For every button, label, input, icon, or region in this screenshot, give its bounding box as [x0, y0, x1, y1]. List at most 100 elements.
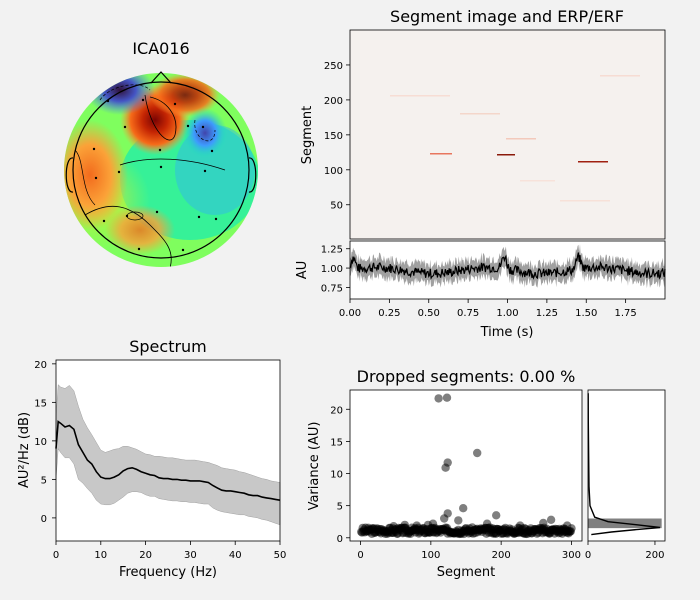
spectrum-ytick-label: 15: [34, 398, 47, 409]
spectrum-xtick-label: 0: [53, 550, 59, 561]
image-streak: [560, 200, 610, 202]
sensor-dot: [137, 247, 141, 251]
variance-panel: Dropped segments: 0.00 % 0 100 200 300 0 5 10 1…: [307, 367, 583, 580]
spectrum-axes: 0 10 20 30 40 50 0 5 10 15 20: [34, 360, 286, 561]
sensor-dot: [106, 99, 110, 103]
sensor-dot: [92, 147, 96, 151]
segment-ytick-label: 200: [324, 96, 343, 107]
left-ear: [65, 157, 74, 193]
nose: [150, 71, 172, 84]
variance-outlier: [454, 516, 463, 525]
erp-xtick-label: 1.00: [496, 308, 518, 319]
variance-ytick-label: 0: [337, 534, 343, 545]
variance-xtick-label: 100: [421, 550, 440, 561]
topomap-field: [64, 73, 258, 267]
erp-xlabel: Time (s): [480, 325, 534, 340]
erp-xtick-label: 1.50: [575, 308, 597, 319]
spectrum-panel: Spectrum 0 10 20 30 40 50 0 5 10 15 20 Frequency (…: [17, 337, 286, 580]
erp-xtick-label: 1.75: [614, 308, 636, 319]
image-streak: [506, 138, 536, 140]
spectrum-ytick-label: 5: [41, 475, 47, 486]
image-streak: [497, 154, 515, 156]
sensor-dot: [125, 214, 129, 218]
segment-ytick-label: 100: [324, 166, 343, 177]
erp-ytick-label: 1.00: [321, 264, 343, 275]
segment-image-yaxis: 50 100 150 200 250: [324, 61, 350, 212]
spectrum-xtick-label: 40: [229, 550, 242, 561]
segment-ytick-label: 150: [324, 131, 343, 142]
sensor-dot: [173, 102, 177, 106]
sensor-dot: [201, 125, 205, 129]
variance-outlier: [563, 521, 572, 530]
variance-outlier: [412, 521, 421, 530]
erp-panel: 0.00 0.25 0.50 0.75 1.00 1.25 1.50 1.75 0.75 1.00…: [295, 240, 666, 340]
spectrum-xtick-label: 50: [274, 550, 287, 561]
head-outline: [72, 81, 250, 259]
image-streak: [460, 113, 500, 115]
image-streak: [600, 75, 640, 77]
variance-points: [357, 393, 576, 539]
spectrum-xtick-label: 30: [184, 550, 197, 561]
variance-outlier: [482, 519, 492, 528]
sensor-dot: [214, 217, 218, 221]
sensor-dot: [210, 149, 214, 153]
variance-outlier: [473, 448, 482, 458]
variance-outlier: [440, 514, 449, 523]
sensor-dot: [117, 170, 121, 174]
erp-xtick-label: 1.25: [536, 308, 558, 319]
histogram-axes: 0 200: [585, 541, 665, 561]
segment-image-streaks: [390, 75, 640, 202]
histogram-xtick-label: 0: [585, 550, 591, 561]
variance-outlier: [400, 520, 409, 530]
image-streak: [430, 153, 452, 155]
sensor-dot: [181, 248, 185, 252]
spectrum-ytick-label: 0: [41, 514, 47, 525]
variance-outlier: [442, 393, 452, 402]
erp-mean-line: [349, 252, 666, 281]
erp-ytick-label: 0.75: [321, 283, 343, 294]
variance-ytick-label: 10: [330, 470, 343, 481]
spectrum-title: Spectrum: [129, 337, 207, 356]
sensor-dot: [102, 219, 106, 223]
variance-outlier: [434, 394, 443, 403]
sensor-markers: [92, 98, 218, 252]
sensor-dot: [94, 176, 98, 180]
image-streak: [520, 180, 555, 182]
erp-xtick-label: 0.25: [378, 308, 400, 319]
segment-image-ylabel: Segment: [300, 106, 315, 165]
segment-image-title: Segment image and ERP/ERF: [390, 7, 624, 26]
variance-xtick-label: 0: [357, 550, 363, 561]
sensor-dot: [203, 169, 207, 173]
sensor-dot: [155, 210, 159, 214]
erp-xtick-label: 0.50: [418, 308, 440, 319]
spectrum-ylabel: AU²/Hz (dB): [17, 412, 32, 488]
erp-axes: 0.00 0.25 0.50 0.75 1.00 1.25 1.50 1.75 0.75 1.00…: [321, 245, 637, 319]
variance-outlier: [423, 520, 433, 530]
variance-ylabel: Variance (AU): [307, 422, 322, 511]
variance-outlier: [546, 515, 556, 524]
sensor-dot: [158, 148, 162, 152]
sensor-dot: [197, 215, 201, 219]
variance-ytick-label: 15: [330, 437, 343, 448]
sensor-dot: [159, 165, 163, 169]
right-ear: [248, 157, 257, 193]
variance-outlier: [515, 521, 525, 530]
variance-axes: 0 100 200 300 0 5 10 15 20: [330, 405, 581, 561]
sensor-dot: [186, 124, 190, 128]
spectrum-xlabel: Frequency (Hz): [119, 565, 217, 580]
histogram-density-line: [587, 393, 661, 536]
sensor-dot: [141, 98, 145, 102]
spectrum-xtick-label: 10: [94, 550, 107, 561]
variance-title: Dropped segments: 0.00 %: [357, 367, 576, 386]
segment-image-area: [350, 30, 665, 239]
erp-xtick-label: 0.75: [457, 308, 479, 319]
variance-xtick-label: 200: [492, 550, 511, 561]
image-streak: [578, 161, 608, 163]
variance-ytick-label: 20: [330, 405, 343, 416]
spectrum-xtick-label: 20: [139, 550, 152, 561]
segment-ytick-label: 50: [330, 201, 343, 212]
spectrum-mean-line: [55, 420, 281, 501]
segment-ytick-label: 250: [324, 61, 343, 72]
histogram-panel: 0 200: [585, 389, 666, 561]
